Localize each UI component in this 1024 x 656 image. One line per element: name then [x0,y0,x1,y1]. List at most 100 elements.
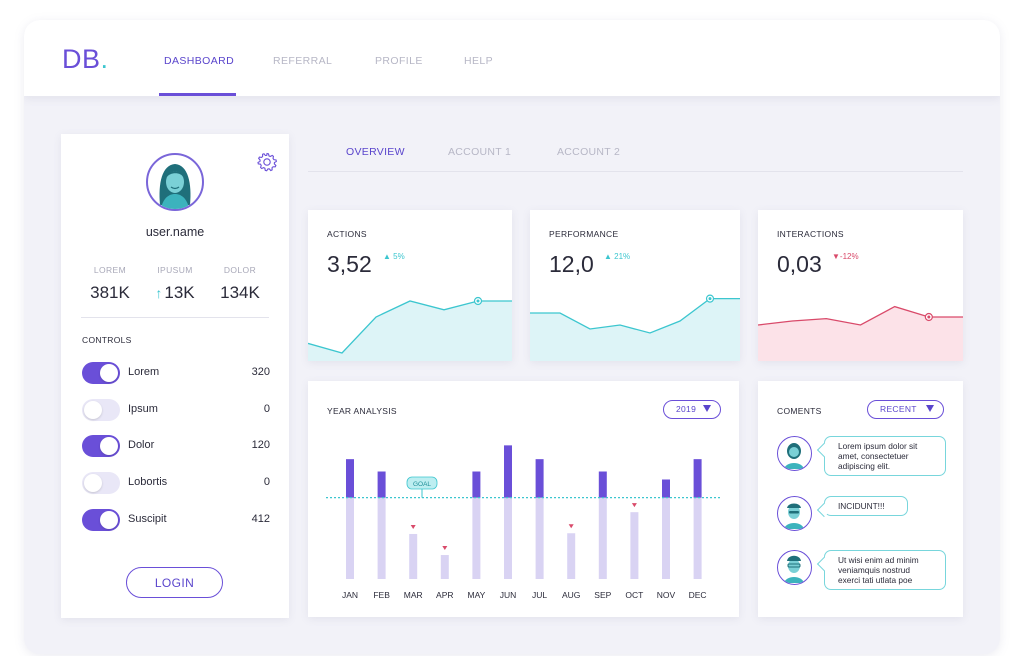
comment-bubble: Lorem ipsum dolor sit amet, consectetuer… [816,436,946,476]
bar-sep-base [598,497,607,579]
toggle-switch[interactable] [82,435,120,458]
bar-jun-base [504,497,512,579]
triangle-down-icon [926,405,934,412]
divider [81,317,269,318]
sparkline-area [530,298,740,361]
stat-label-ipusum: IPUSUM [157,265,193,275]
bar-nov-above-goal [662,479,670,498]
kpi-card-actions: ACTIONS 3,52 ▲ 5% [308,210,512,361]
kpi-value: 3,52 [327,251,372,277]
x-tick-mar: MAR [404,590,423,600]
comment-bubble: Ut wisi enim ad minim veniamquis nostrud… [816,550,946,590]
control-value: 412 [251,512,270,525]
comment-avatar[interactable] [777,436,812,471]
comment-bubble: INCIDUNT!!! [816,496,908,518]
bar-sep-above-goal [598,471,607,498]
sparkline-area [308,301,512,361]
comment-avatar[interactable] [777,496,812,531]
bar-jul-above-goal [535,459,544,498]
bar-jan-base [346,497,354,579]
toggle-knob [100,437,118,456]
top-navbar: DB. DASHBOARD REFERRAL PROFILE HELP [24,20,1000,96]
control-row-lorem: Lorem 320 [82,362,270,386]
tabs-divider [308,171,963,172]
scroll-fade [758,595,963,617]
control-label: Ipsum [128,402,158,415]
stat-value-ipusum: ↑ 13K [155,283,195,302]
bar-feb-above-goal [377,471,386,498]
bar-oct-base [630,512,639,579]
control-label: Dolor [128,439,155,452]
sparkline-marker-dot [708,297,712,301]
nav-help[interactable]: HELP [464,55,494,67]
comment-avatar[interactable] [777,550,812,585]
year-analysis-title: YEAR ANALYSIS [327,406,397,416]
tab-account-2[interactable]: ACCOUNT 2 [557,146,621,158]
kpi-card-performance: PERFORMANCE 12,0 ▲ 21% [530,210,740,361]
toggle-switch[interactable] [82,398,120,421]
nav-dashboard[interactable]: DASHBOARD [164,55,235,67]
toggle-switch[interactable] [82,508,120,531]
comments-card: COMENTS RECENT Lorem ipsum dolor sit ame… [758,381,963,617]
toggle-switch[interactable] [82,362,120,384]
control-value: 0 [263,402,270,415]
bar-jan-above-goal [346,459,354,498]
kpi-value: 0,03 [777,251,822,277]
login-button[interactable]: LOGIN [126,567,223,598]
control-label: Lorem [128,366,160,378]
bar-jul-base [535,497,544,579]
triangle-up-icon: ▲ [383,252,391,261]
triangle-up-icon: ▲ [604,252,612,261]
controls-title: CONTROLS [82,335,132,345]
triangle-down-icon [703,405,711,412]
x-tick-aug: AUG [562,590,580,600]
nav-active-indicator [159,93,236,96]
x-tick-apr: APR [436,590,453,600]
below-goal-marker [631,503,637,508]
bar-dec-base [693,497,702,579]
x-tick-feb: FEB [373,590,390,600]
x-tick-dec: DEC [689,590,707,600]
nav-profile[interactable]: PROFILE [375,55,423,67]
toggle-switch[interactable] [82,472,120,495]
x-tick-may: MAY [468,590,486,600]
bar-aug-base [567,533,576,579]
control-row-dolor: Dolor 120 [82,435,270,459]
toggle-knob [84,474,102,493]
kpi-title: PERFORMANCE [549,229,619,239]
sparkline-marker-dot [927,315,931,319]
tab-account-1[interactable]: ACCOUNT 1 [448,146,512,158]
kpi-title: INTERACTIONS [777,229,844,239]
x-tick-nov: NOV [657,590,676,600]
control-row-suscipit: Suscipit 412 [82,508,270,533]
stat-label-dolor: DOLOR [223,265,257,275]
goal-label-box [406,476,438,490]
year-bar-chart: JAN FEB MAR APR MAY JUN JUL AUG SEP OCT NOV DEC GOAL [326,445,722,600]
kpi-value: 12,0 [549,251,594,277]
recent-filter-select[interactable]: RECENT [867,400,944,419]
kpi-sparkline [758,305,963,361]
comments-title: COMENTS [777,406,822,416]
goal-label: GOAL [413,481,431,488]
sparkline-marker-dot [476,299,480,303]
year-select[interactable]: 2019 [663,400,721,419]
control-label: Suscipit [128,512,167,525]
control-row-lobortis: Lobortis 0 [82,472,270,496]
kpi-delta: ▼-12% [832,252,859,261]
logo[interactable]: DB. [62,44,109,74]
kpi-title: ACTIONS [327,229,367,239]
arrow-up-icon: ↑ [155,285,163,301]
x-tick-jun: JUN [500,590,517,600]
gear-icon[interactable] [256,151,278,173]
user-avatar[interactable] [146,153,204,211]
year-analysis-card: YEAR ANALYSIS 2019 JAN FEB MAR APR MAY JUN JUL… [308,381,739,617]
tab-overview[interactable]: OVERVIEW [346,146,405,158]
nav-referral[interactable]: REFERRAL [273,55,333,67]
bar-feb-base [377,497,386,579]
control-value: 120 [251,439,270,452]
stat-value-dolor: 134K [220,283,260,302]
triangle-down-icon: ▼ [832,252,840,261]
control-value: 0 [263,476,270,489]
below-goal-marker [442,546,448,551]
dashboard-frame: DB. DASHBOARD REFERRAL PROFILE HELP user… [24,20,1000,654]
